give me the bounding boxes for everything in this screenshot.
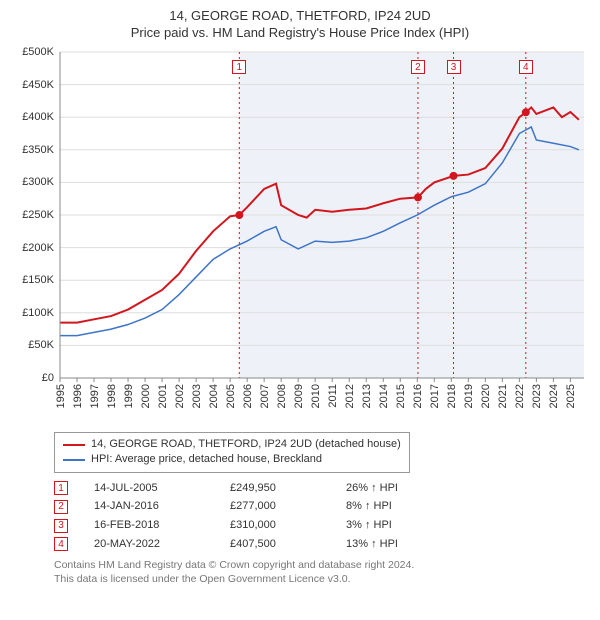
legend-label: HPI: Average price, detached house, Brec… — [91, 452, 322, 467]
legend-swatch — [63, 459, 85, 461]
transaction-marker: 3 — [54, 519, 68, 533]
transaction-marker: 2 — [54, 500, 68, 514]
transaction-date: 16-FEB-2018 — [94, 516, 204, 535]
legend-box: 14, GEORGE ROAD, THETFORD, IP24 2UD (det… — [54, 432, 410, 473]
sale-marker-2: 2 — [411, 60, 425, 74]
transaction-delta: 13% ↑ HPI — [346, 535, 398, 554]
legend-item: HPI: Average price, detached house, Brec… — [63, 452, 401, 467]
transaction-marker: 4 — [54, 537, 68, 551]
legend-label: 14, GEORGE ROAD, THETFORD, IP24 2UD (det… — [91, 437, 401, 452]
transaction-delta: 3% ↑ HPI — [346, 516, 392, 535]
legend-swatch — [63, 444, 85, 446]
transaction-row: 3 16-FEB-2018 £310,000 3% ↑ HPI — [54, 516, 588, 535]
transaction-price: £249,950 — [230, 479, 320, 498]
footer-line-2: This data is licensed under the Open Gov… — [54, 572, 588, 586]
transaction-price: £277,000 — [230, 497, 320, 516]
footer-note: Contains HM Land Registry data © Crown c… — [54, 558, 588, 586]
sale-marker-1: 1 — [232, 60, 246, 74]
legend-item: 14, GEORGE ROAD, THETFORD, IP24 2UD (det… — [63, 437, 401, 452]
title-main: 14, GEORGE ROAD, THETFORD, IP24 2UD — [12, 8, 588, 23]
transaction-delta: 8% ↑ HPI — [346, 497, 392, 516]
transaction-price: £407,500 — [230, 535, 320, 554]
title-sub: Price paid vs. HM Land Registry's House … — [12, 25, 588, 40]
transaction-date: 14-JAN-2016 — [94, 497, 204, 516]
transaction-date: 14-JUL-2005 — [94, 479, 204, 498]
page-root: 14, GEORGE ROAD, THETFORD, IP24 2UD Pric… — [0, 0, 600, 620]
transaction-date: 20-MAY-2022 — [94, 535, 204, 554]
transaction-row: 4 20-MAY-2022 £407,500 13% ↑ HPI — [54, 535, 588, 554]
sale-marker-boxes: 1 2 3 4 — [12, 46, 588, 426]
transaction-row: 1 14-JUL-2005 £249,950 26% ↑ HPI — [54, 479, 588, 498]
transaction-price: £310,000 — [230, 516, 320, 535]
transaction-delta: 26% ↑ HPI — [346, 479, 398, 498]
transaction-row: 2 14-JAN-2016 £277,000 8% ↑ HPI — [54, 497, 588, 516]
title-block: 14, GEORGE ROAD, THETFORD, IP24 2UD Pric… — [12, 8, 588, 40]
footer-line-1: Contains HM Land Registry data © Crown c… — [54, 558, 588, 572]
sale-marker-3: 3 — [447, 60, 461, 74]
transaction-table: 1 14-JUL-2005 £249,950 26% ↑ HPI 2 14-JAN-201… — [54, 479, 588, 554]
chart-area: £0£50K£100K£150K£200K£250K£300K£350K£400… — [12, 46, 588, 426]
transaction-marker: 1 — [54, 481, 68, 495]
sale-marker-4: 4 — [519, 60, 533, 74]
